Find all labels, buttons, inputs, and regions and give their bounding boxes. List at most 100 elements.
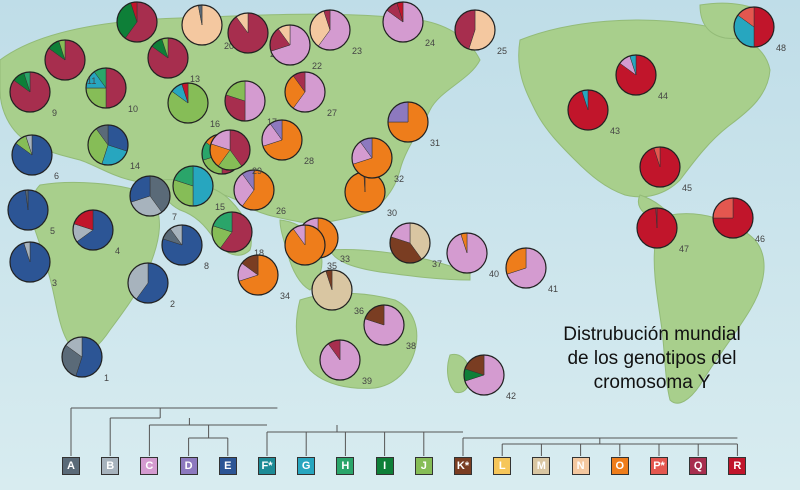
pie-outline — [382, 1, 424, 43]
pie-number-label: 34 — [280, 291, 290, 301]
pie-chart-5: 5 — [7, 189, 55, 236]
legend-swatch-k-star: K* — [454, 457, 472, 475]
pie-chart-24: 24 — [382, 1, 435, 48]
phylogenetic-tree — [70, 407, 738, 456]
legend-swatch-p-star: P* — [650, 457, 668, 475]
landmass-new-zealand — [447, 353, 471, 394]
pie-chart-16: 16 — [167, 82, 220, 129]
pie-number-label: 11 — [87, 76, 96, 86]
legend-swatch-h: H — [336, 457, 355, 475]
pie-outline — [11, 134, 53, 176]
pie-chart-44: 44 — [615, 54, 668, 101]
pie-outline — [269, 24, 311, 66]
pie-outline — [9, 241, 51, 283]
pie-outline — [127, 262, 169, 304]
pie-outline — [363, 304, 405, 346]
legend-swatch-r: R — [728, 457, 747, 475]
landmass-indonesia — [329, 248, 471, 281]
pie-outline — [387, 101, 429, 143]
pie-outline — [389, 222, 431, 264]
pie-number-label: 14 — [130, 161, 140, 171]
pie-chart-36: 36 — [311, 269, 364, 316]
pie-chart-22: 22 — [269, 24, 322, 71]
pie-number-label: 1 — [104, 373, 109, 383]
pie-outline — [615, 54, 657, 96]
pie-outline — [211, 211, 253, 253]
pie-outline — [261, 119, 303, 161]
legend-swatch-q: Q — [689, 457, 708, 475]
pie-number-label: 39 — [362, 376, 372, 386]
pie-number-label: 8 — [204, 261, 209, 271]
pie-number-label: 22 — [312, 61, 322, 71]
pie-number-label: 23 — [352, 46, 362, 56]
pie-number-label: 36 — [354, 306, 364, 316]
pie-number-label: 18 — [254, 248, 264, 258]
pie-number-label: 29 — [252, 166, 262, 176]
pie-outline — [567, 89, 609, 131]
pie-outline — [61, 336, 103, 378]
pie-outline — [233, 169, 275, 211]
pie-outline — [87, 124, 129, 166]
pie-chart-39: 39 — [319, 339, 372, 386]
pie-chart-46: 46 — [712, 197, 765, 244]
pie-chart-27: 27 — [284, 71, 337, 118]
pie-number-label: 3 — [52, 278, 57, 288]
pie-outline — [351, 137, 393, 179]
pie-chart-38: 38 — [363, 304, 416, 351]
pie-number-label: 38 — [406, 341, 416, 351]
pie-number-label: 26 — [276, 206, 286, 216]
pie-outline — [9, 71, 51, 113]
pie-number-label: 28 — [304, 156, 314, 166]
pie-number-label: 40 — [489, 269, 499, 279]
pie-chart-40: 40 — [446, 232, 499, 279]
legend-swatch-i: I — [375, 457, 394, 475]
pie-number-label: 5 — [50, 226, 55, 236]
pie-outline — [209, 129, 251, 171]
pie-outline — [309, 9, 351, 51]
pie-chart-18: 18 — [211, 211, 264, 258]
pie-outline — [7, 189, 49, 231]
pie-number-label: 37 — [432, 259, 442, 269]
pie-chart-43: 43 — [567, 89, 620, 136]
pie-chart-48: 48 — [733, 6, 786, 53]
pie-number-label: 32 — [394, 174, 404, 184]
pie-chart-1: 1 — [61, 336, 109, 383]
legend-swatch-j: J — [414, 457, 433, 475]
pie-outline — [44, 39, 86, 81]
legend-swatch-l: L — [493, 457, 512, 475]
pie-chart-32: 32 — [351, 137, 404, 184]
pie-chart-35: 35 — [284, 224, 337, 271]
pie-outline — [129, 175, 171, 217]
pie-chart-45: 45 — [639, 146, 692, 193]
pie-chart-3: 3 — [9, 241, 57, 288]
pie-outline — [227, 12, 269, 54]
pie-chart-10: 10 — [85, 67, 138, 114]
pie-chart-31: 31 — [387, 101, 440, 148]
pie-number-label: 16 — [210, 119, 220, 129]
pie-chart-13: 13 — [147, 37, 200, 84]
landmass-north-america — [518, 19, 771, 198]
pie-chart-28: 28 — [261, 119, 314, 166]
pie-outline — [454, 9, 496, 51]
legend-swatch-m: M — [532, 457, 551, 475]
pie-chart-2: 2 — [127, 262, 175, 309]
pie-outline — [147, 37, 189, 79]
pie-chart-29: 29 — [209, 129, 262, 176]
pie-chart-7: 7 — [129, 175, 177, 222]
pie-outline — [284, 71, 326, 113]
legend-swatch-b: B — [101, 457, 120, 475]
pie-chart-15: 15 — [172, 165, 225, 212]
pie-chart-26: 26 — [233, 169, 286, 216]
pie-number-label: 2 — [170, 299, 175, 309]
legend-swatch-f-star: F* — [258, 457, 276, 475]
pie-chart-8: 8 — [161, 224, 209, 271]
pie-chart-42: 42 — [463, 354, 516, 401]
pie-chart-9: 9 — [9, 71, 57, 118]
caption-line-3: cromosoma Y — [593, 372, 711, 393]
caption-line-1: Distrubución mundial — [563, 324, 741, 345]
pie-number-label: 24 — [425, 38, 435, 48]
pie-number-label: 20 — [224, 41, 234, 51]
pie-chart-11: 11 — [44, 39, 96, 86]
pie-number-label: 41 — [548, 284, 558, 294]
